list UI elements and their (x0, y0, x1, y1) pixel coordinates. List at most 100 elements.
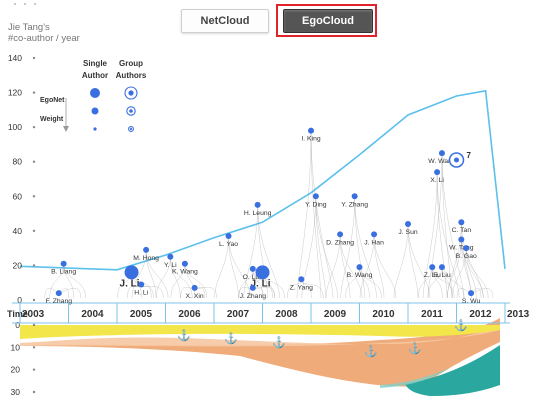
y-tick-label: 80 (13, 157, 23, 167)
author-node (191, 284, 198, 291)
anchor-icon: ⚓ (224, 332, 238, 345)
anchor-icon: ⚓ (272, 336, 286, 349)
edge-curve (354, 196, 377, 299)
author-node (167, 253, 174, 260)
stream-layer-yellow (20, 325, 500, 339)
author-label: H. Li (134, 289, 148, 296)
anchor-icon: ⚓ (177, 329, 191, 342)
edge-curve (257, 204, 280, 299)
author-label: J. Li (250, 278, 270, 289)
edge-curve (373, 234, 385, 299)
stream-layer-teal (405, 345, 500, 396)
y-tick-dot (32, 229, 36, 233)
envelope-area (19, 89, 506, 300)
year-label: 2005 (130, 309, 153, 320)
author-label: B. Gao (456, 253, 477, 260)
author-label: K. Wang (172, 269, 198, 276)
year-label: 2009 (324, 309, 347, 320)
y-tick-dot (32, 298, 36, 302)
author-label: F. Zhang (46, 298, 73, 305)
edge-curve (315, 196, 326, 299)
group-node-center (454, 157, 459, 163)
legend-weight: Weight (40, 116, 64, 123)
y-tick-label: 140 (8, 53, 22, 63)
edge-curve (214, 235, 229, 299)
year-label: 2013 (507, 309, 530, 320)
author-label: O. Luo (243, 274, 264, 281)
author-label: J. Li (120, 278, 140, 289)
year-label: 2010 (372, 309, 395, 320)
author-node (308, 127, 314, 134)
edge-curve (301, 196, 316, 299)
author-node (181, 260, 188, 267)
author-node (356, 264, 363, 271)
edge-curve (407, 223, 419, 299)
legend: Single Author Group Authors EgoNet Weight (40, 59, 147, 132)
edge-curve (427, 153, 443, 299)
edge-curve (354, 196, 365, 299)
author-node (405, 220, 411, 227)
edge-curve (427, 267, 443, 299)
year-label: 2012 (469, 309, 492, 320)
edge-curve (310, 130, 322, 299)
edge-curve (257, 204, 268, 299)
header-dot (14, 3, 16, 5)
y-bottom-tick-label: 10 (11, 342, 21, 352)
edge-curve (418, 267, 433, 299)
tab-egocloud[interactable]: EgoCloud (283, 9, 373, 33)
edge-curve (228, 235, 251, 299)
author-node (312, 193, 319, 200)
edge-curve (393, 223, 409, 299)
author-label: B. Liang (51, 269, 76, 276)
bottom-stream-graph (20, 318, 500, 396)
y-tick-label: 40 (13, 226, 23, 236)
author-label: D. Zhang (326, 239, 354, 246)
author-node (438, 264, 445, 271)
author-node (337, 231, 344, 238)
author-label: Z. Yang (290, 284, 313, 291)
anchor-icon: ⚓ (408, 342, 422, 355)
group-node-count: 7 (467, 151, 472, 160)
author-node (298, 276, 305, 283)
y-axis-bottom: 0 10 20 30 (11, 320, 36, 397)
header-dot (24, 3, 26, 5)
edge-curve (145, 249, 169, 299)
header-dot (34, 3, 36, 5)
anchor-icon: ⚓ (454, 319, 468, 332)
author-node (55, 290, 62, 297)
time-axis-label: Time (7, 309, 28, 319)
legend-group-2: Authors (116, 71, 147, 80)
title-line-1: Jie Tang's (8, 22, 50, 33)
legend-arrow-head (63, 126, 69, 132)
year-label: 2006 (178, 309, 201, 320)
edge-curve (315, 196, 338, 299)
envelope-line (19, 89, 506, 271)
y-tick-dot (32, 195, 36, 198)
edge-curve (243, 204, 258, 299)
author-node (429, 264, 436, 271)
edge-curve (296, 130, 312, 299)
tab-netcloud[interactable]: NetCloud (181, 9, 269, 33)
author-node (458, 219, 465, 226)
edge-curve (345, 267, 360, 299)
legend-single-large (90, 88, 100, 98)
author-label: E. Liu (433, 272, 451, 279)
author-label: W. Wang (428, 158, 456, 165)
y-bottom-tick-label: 30 (11, 387, 21, 397)
author-node (371, 231, 378, 238)
edge-curve (228, 235, 239, 299)
author-node (249, 284, 256, 291)
year-label: 2011 (421, 309, 443, 320)
edge-curve (466, 248, 489, 299)
edge-curve (131, 249, 147, 299)
author-node (351, 193, 358, 200)
legend-group-1: Group (119, 59, 143, 68)
edge-curve (310, 130, 334, 299)
author-label: L. Yao (219, 241, 238, 248)
edge-curve (452, 248, 467, 299)
y-bottom-tick-dot (32, 368, 36, 371)
legend-egonet: EgoNet (40, 97, 65, 104)
